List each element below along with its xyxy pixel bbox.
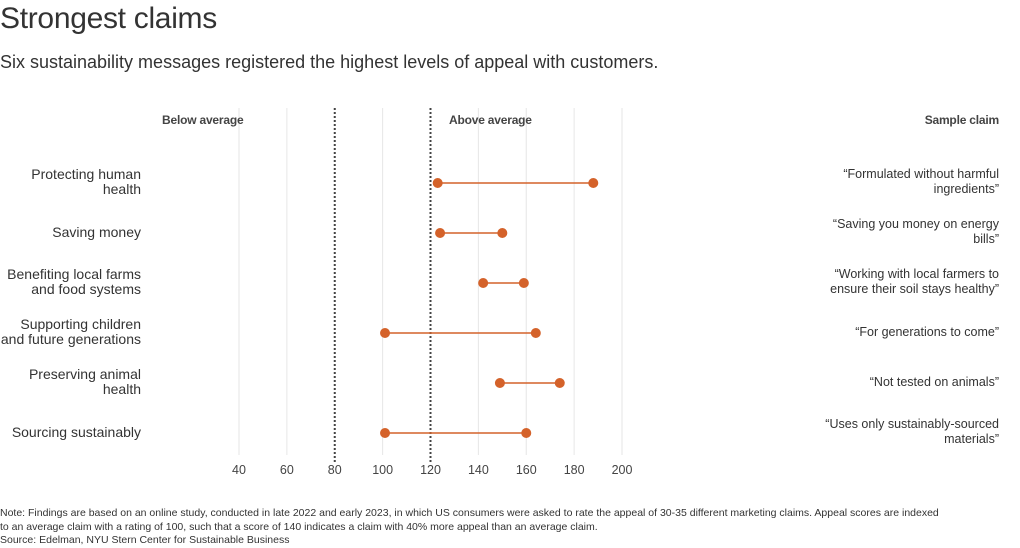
x-tick-label: 40 <box>232 463 246 477</box>
high-point <box>530 328 541 338</box>
high-point <box>554 378 565 388</box>
high-point <box>497 228 508 238</box>
chart-title: Strongest claims <box>0 2 217 35</box>
reference-lines <box>333 108 432 463</box>
dumbbell-chart: 40 60 80 100 120 140 160 180 200 <box>232 108 632 477</box>
row-label: Sourcing sustainably <box>11 423 141 440</box>
data-marks <box>380 178 599 438</box>
x-tick-label: 160 <box>516 463 537 477</box>
x-tick-label: 100 <box>372 463 393 477</box>
gridlines <box>238 108 623 455</box>
low-point <box>435 228 446 238</box>
row-label: Supporting children and future generation… <box>0 316 141 347</box>
sample-claim: “Uses only sustainably-sourced materials” <box>825 417 999 446</box>
above-average-label: Above average <box>449 113 532 127</box>
low-point <box>478 278 489 288</box>
source-line: Source: Edelman, NYU Stern Center for Su… <box>0 534 290 546</box>
sample-claim: “Working with local farmers to ensure the… <box>830 267 999 296</box>
low-point <box>432 178 443 188</box>
sample-claim: “Saving you money on energy bills” <box>832 217 999 246</box>
row-label: Protecting human health <box>31 166 141 197</box>
chart-subtitle: Six sustainability messages registered t… <box>0 52 659 72</box>
row-label: Benefiting local farms and food systems <box>7 266 141 297</box>
x-tick-label: 120 <box>420 463 441 477</box>
below-average-label: Below average <box>162 113 244 127</box>
x-tick-label: 60 <box>280 463 294 477</box>
x-tick-labels: 40 60 80 100 120 140 160 180 200 <box>232 463 632 477</box>
low-point <box>494 378 505 388</box>
sample-claim-header: Sample claim <box>924 113 1000 127</box>
row-label: Preserving animal health <box>28 366 141 397</box>
footnote: Note: Findings are based on an online st… <box>0 507 1015 548</box>
note-line-2: to an average claim with a rating of 100… <box>0 520 598 533</box>
high-point <box>521 428 532 438</box>
low-point <box>380 428 391 438</box>
high-point <box>588 178 599 188</box>
note-line-1: Note: Findings are based on an online st… <box>0 507 939 519</box>
x-tick-label: 180 <box>564 463 585 477</box>
low-point <box>380 328 391 338</box>
x-tick-label: 140 <box>468 463 489 477</box>
high-point <box>518 278 529 288</box>
row-label: Saving money <box>52 223 141 240</box>
sample-claim: “For generations to come” <box>855 324 999 339</box>
x-tick-label: 200 <box>612 463 633 477</box>
sample-claim: “Not tested on animals” <box>869 374 999 389</box>
sample-claim: “Formulated without harmful ingredients” <box>843 167 999 196</box>
x-tick-label: 80 <box>328 463 342 477</box>
